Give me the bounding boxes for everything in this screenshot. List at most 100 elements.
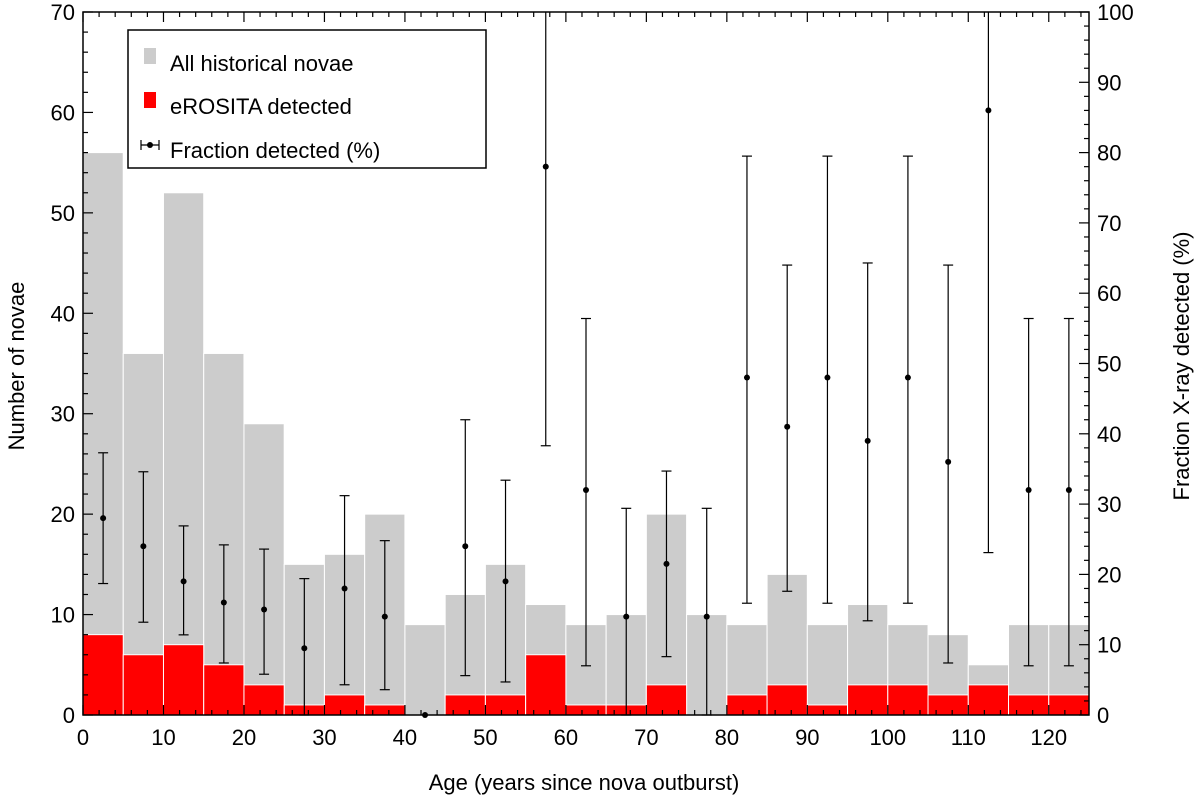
fraction-marker bbox=[180, 578, 187, 585]
fraction-marker bbox=[1025, 487, 1032, 494]
fraction-marker bbox=[824, 374, 831, 381]
bar-erosita-115 bbox=[1008, 694, 1050, 716]
bar-all-40 bbox=[404, 624, 446, 716]
fraction-marker bbox=[904, 374, 911, 381]
y-tick-label-left: 10 bbox=[51, 603, 75, 628]
fraction-point-82.5 bbox=[741, 155, 752, 604]
fraction-marker bbox=[784, 423, 791, 430]
bar-erosita-60 bbox=[565, 704, 607, 716]
y-tick-label-right: 70 bbox=[1097, 211, 1121, 236]
bar-erosita-45 bbox=[444, 694, 486, 716]
x-tick-label: 60 bbox=[554, 725, 578, 750]
bar-erosita-90 bbox=[806, 704, 849, 716]
bar-erosita-5 bbox=[122, 654, 164, 716]
legend-box bbox=[127, 29, 487, 169]
ticks bbox=[82, 11, 1089, 716]
y-tick-label-left: 30 bbox=[51, 402, 75, 427]
fraction-marker bbox=[663, 560, 670, 567]
x-tick-label: 80 bbox=[715, 725, 739, 750]
y-tick-label-right: 10 bbox=[1097, 633, 1121, 658]
y-tick-label-left: 60 bbox=[51, 100, 75, 125]
tick-labels: 0 10 20 30 40 50 60 70 80 90 100 110 120010203040506… bbox=[51, 0, 1134, 750]
fraction-marker bbox=[985, 107, 992, 114]
x-tick-label: 0 bbox=[77, 725, 89, 750]
fraction-marker bbox=[542, 163, 549, 170]
fraction-point-87.5 bbox=[782, 264, 793, 592]
bar-all-90 bbox=[806, 624, 849, 716]
fraction-point-37.5 bbox=[379, 540, 390, 691]
fraction-point-7.5 bbox=[138, 471, 149, 623]
y-axis-right-label: Fraction X-ray detected (%) bbox=[1169, 232, 1194, 501]
bar-erosita-105 bbox=[927, 694, 969, 716]
bar-erosita-10 bbox=[162, 644, 205, 716]
legend-label-fraction: Fraction detected (%) bbox=[170, 138, 380, 163]
fraction-marker bbox=[381, 613, 388, 620]
fraction-marker bbox=[945, 458, 952, 465]
x-tick-label: 90 bbox=[795, 725, 819, 750]
y-tick-label-right: 80 bbox=[1097, 141, 1121, 166]
fraction-point-2.5 bbox=[98, 452, 109, 585]
fraction-point-92.5 bbox=[822, 155, 833, 604]
fraction-point-12.5 bbox=[178, 525, 189, 636]
fraction-point-17.5 bbox=[218, 544, 229, 664]
fraction-marker bbox=[502, 578, 509, 585]
fraction-marker bbox=[703, 613, 710, 620]
fraction-point-57.5 bbox=[540, 12, 551, 447]
legend-swatch-erosita bbox=[144, 92, 156, 108]
fraction-marker bbox=[261, 606, 268, 613]
y-tick-label-right: 90 bbox=[1097, 70, 1121, 95]
bar-erosita-95 bbox=[847, 684, 889, 716]
bar-erosita-120 bbox=[1048, 694, 1090, 716]
bar-erosita-85 bbox=[766, 684, 808, 716]
bar-erosita-110 bbox=[967, 684, 1010, 716]
bar-erosita-0 bbox=[82, 634, 124, 716]
bar-erosita-70 bbox=[645, 684, 688, 716]
y-tick-label-right: 0 bbox=[1097, 703, 1109, 728]
bar-erosita-15 bbox=[203, 664, 245, 716]
y-tick-label-left: 70 bbox=[51, 0, 75, 25]
fraction-marker bbox=[1065, 487, 1072, 494]
fraction-point-122.5 bbox=[1063, 317, 1074, 667]
y-axis-label: Number of novae bbox=[4, 282, 29, 451]
y-tick-label-right: 30 bbox=[1097, 492, 1121, 517]
fraction-point-52.5 bbox=[500, 479, 511, 683]
y-tick-label-right: 40 bbox=[1097, 422, 1121, 447]
legend: All historical novae eROSITA detected Fr… bbox=[127, 29, 487, 169]
fraction-marker bbox=[220, 599, 227, 606]
fraction-point-32.5 bbox=[339, 495, 350, 686]
fraction-marker bbox=[743, 374, 750, 381]
fraction-marker bbox=[462, 543, 469, 550]
y-tick-label-left: 40 bbox=[51, 301, 75, 326]
fraction-marker bbox=[100, 515, 107, 522]
fraction-marker bbox=[583, 487, 589, 494]
bar-erosita-30 bbox=[323, 694, 366, 716]
x-tick-label: 20 bbox=[232, 725, 256, 750]
fraction-point-112.5 bbox=[983, 12, 994, 554]
y-tick-label-right: 50 bbox=[1097, 352, 1121, 377]
x-tick-label: 40 bbox=[393, 725, 417, 750]
y-tick-label-left: 20 bbox=[51, 502, 75, 527]
fraction-point-47.5 bbox=[460, 419, 471, 677]
y-tick-label-left: 50 bbox=[51, 201, 75, 226]
x-axis-label: Age (years since nova outburst) bbox=[429, 770, 740, 795]
x-tick-label: 30 bbox=[312, 725, 336, 750]
bar-erosita-100 bbox=[887, 684, 929, 716]
y-tick-label-right: 60 bbox=[1097, 281, 1121, 306]
bar-erosita-50 bbox=[484, 694, 527, 716]
y-tick-label-left: 0 bbox=[63, 703, 75, 728]
legend-label-erosita: eROSITA detected bbox=[170, 94, 352, 119]
legend-swatch-all bbox=[144, 48, 156, 64]
bar-all-0 bbox=[82, 152, 124, 716]
fraction-errorbars bbox=[98, 12, 1074, 718]
x-tick-label: 110 bbox=[951, 725, 986, 750]
fraction-marker bbox=[301, 645, 308, 652]
legend-label-all: All historical novae bbox=[170, 51, 353, 76]
fraction-marker bbox=[623, 613, 630, 620]
y-tick-label-right: 20 bbox=[1097, 562, 1121, 587]
x-tick-label: 120 bbox=[1030, 725, 1067, 750]
bar-all-10 bbox=[162, 192, 205, 716]
fraction-point-22.5 bbox=[259, 548, 270, 675]
x-tick-label: 70 bbox=[634, 725, 658, 750]
fraction-marker bbox=[864, 437, 871, 444]
